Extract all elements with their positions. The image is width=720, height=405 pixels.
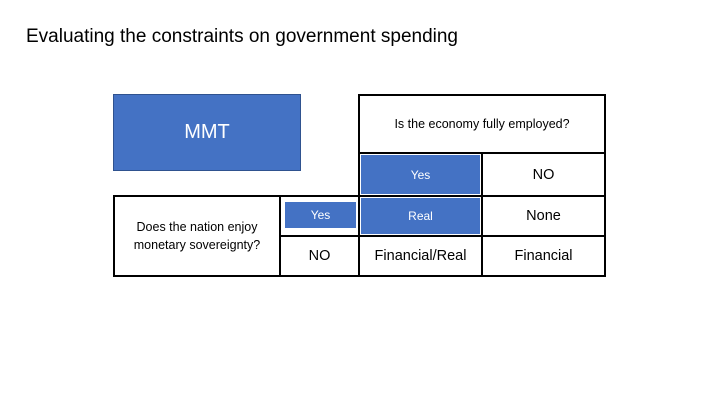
cell-real-container: Real — [358, 195, 483, 237]
cell-real: Real — [361, 198, 480, 234]
column-header-yes: Yes — [361, 155, 480, 194]
cell-none: None — [481, 195, 606, 237]
column-header-no: NO — [481, 152, 606, 197]
row-header-yes: Yes — [285, 202, 356, 228]
row-header-no: NO — [279, 235, 360, 277]
row-question: Does the nation enjoy monetary sovereign… — [113, 195, 281, 277]
column-question: Is the economy fully employed? — [358, 94, 606, 154]
mmt-box: MMT — [113, 94, 301, 171]
cell-financial-real: Financial/Real — [358, 235, 483, 277]
row-header-yes-cell: Yes — [279, 195, 360, 237]
slide-title: Evaluating the constraints on government… — [26, 26, 458, 47]
column-header-yes-cell: Yes — [358, 152, 483, 197]
cell-financial: Financial — [481, 235, 606, 277]
